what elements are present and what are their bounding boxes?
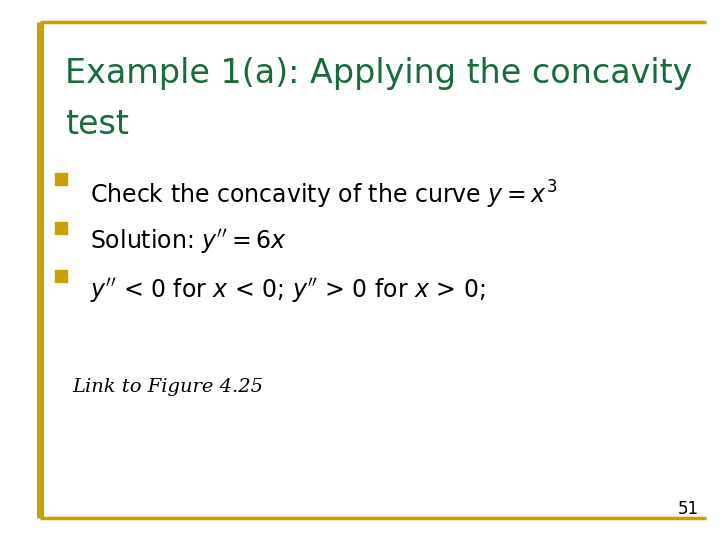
Text: Solution: $y'' = 6x$: Solution: $y'' = 6x$ bbox=[90, 228, 287, 256]
Text: test: test bbox=[65, 108, 129, 141]
Text: Link to Figure 4.25: Link to Figure 4.25 bbox=[72, 378, 263, 396]
Text: Example 1(a): Applying the concavity: Example 1(a): Applying the concavity bbox=[65, 57, 692, 90]
Text: 51: 51 bbox=[678, 501, 698, 518]
Text: Check the concavity of the curve $y = x^3$: Check the concavity of the curve $y = x^… bbox=[90, 179, 557, 212]
Text: $y''$ < 0 for $x$ < 0; $y''$ > 0 for $x$ > 0;: $y''$ < 0 for $x$ < 0; $y''$ > 0 for $x$… bbox=[90, 276, 485, 305]
